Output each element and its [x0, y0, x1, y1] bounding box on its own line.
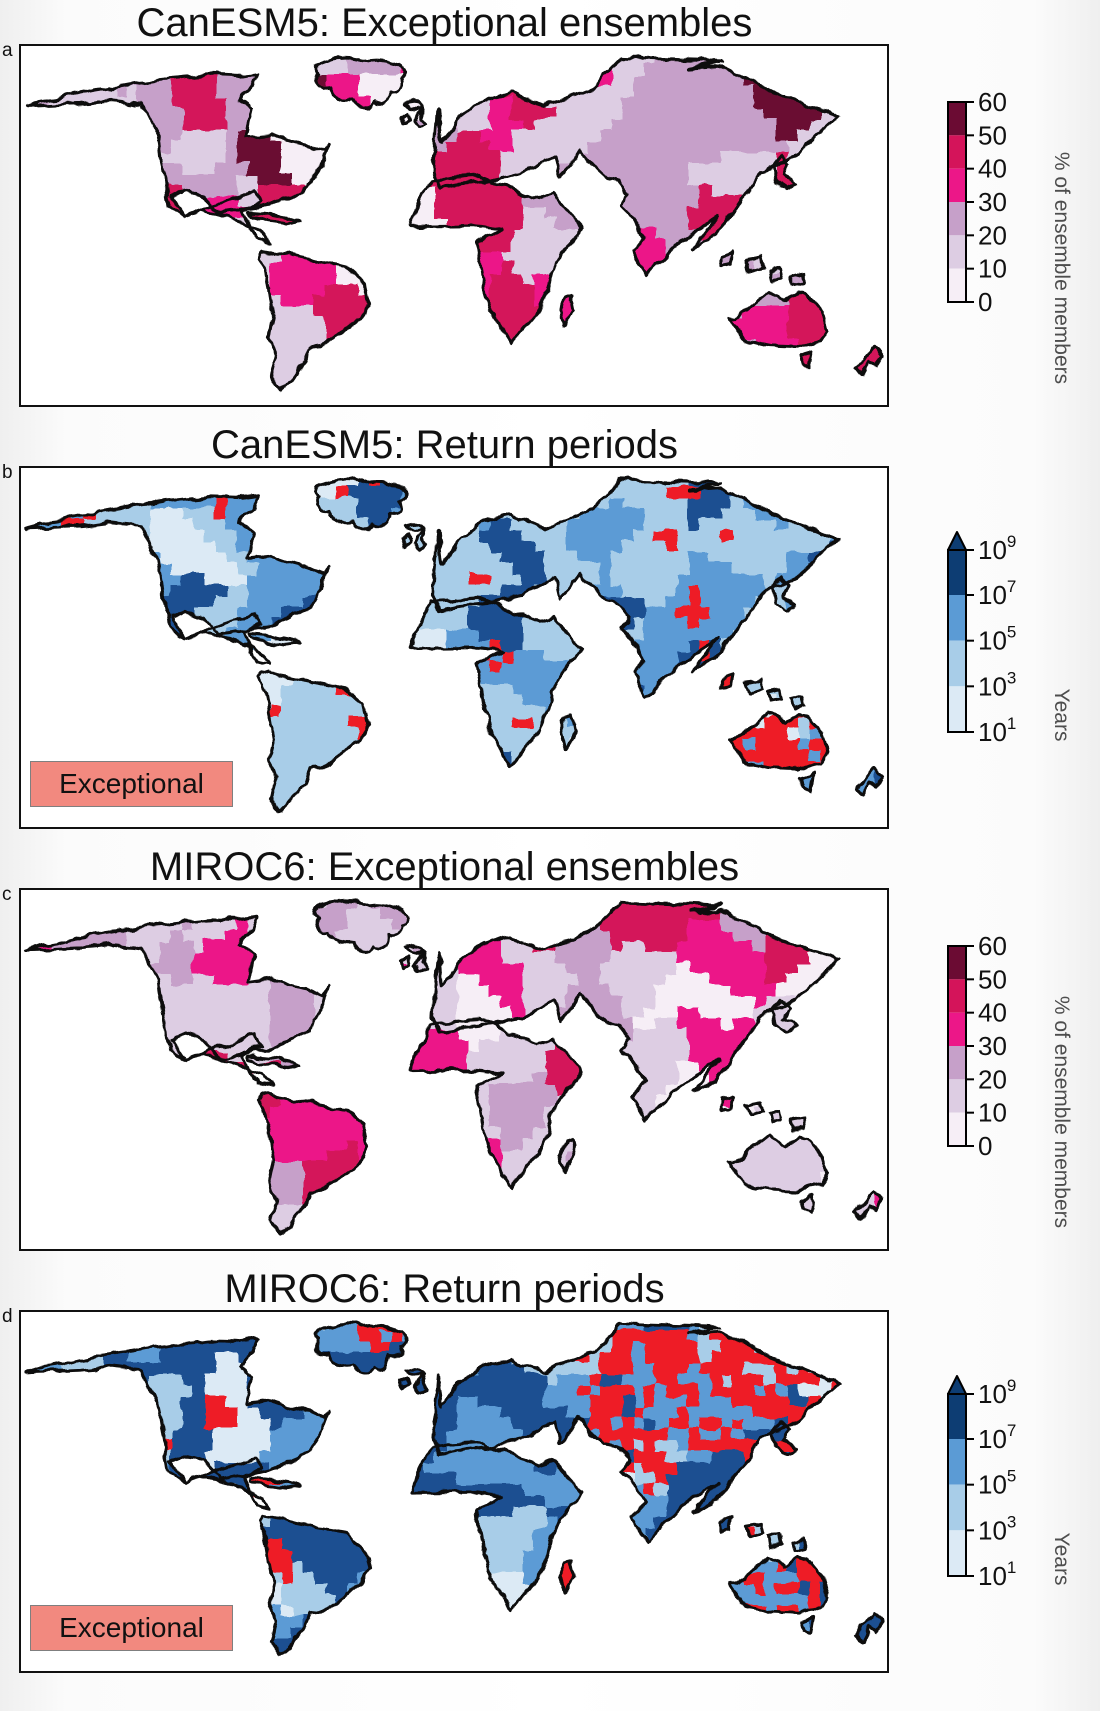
svg-text:50: 50: [978, 120, 1007, 150]
svg-text:107: 107: [978, 577, 1016, 610]
svg-text:105: 105: [978, 623, 1016, 656]
svg-text:10: 10: [978, 254, 1007, 284]
svg-text:103: 103: [978, 1512, 1016, 1545]
svg-text:109: 109: [978, 532, 1016, 565]
svg-text:107: 107: [978, 1421, 1016, 1454]
svg-text:30: 30: [978, 187, 1007, 217]
svg-text:60: 60: [978, 936, 1007, 961]
svg-text:105: 105: [978, 1467, 1016, 1500]
svg-text:40: 40: [978, 154, 1007, 184]
svg-text:20: 20: [978, 220, 1007, 250]
svg-text:0: 0: [978, 287, 992, 317]
svg-text:40: 40: [978, 998, 1007, 1028]
svg-text:0: 0: [978, 1131, 992, 1161]
svg-text:10: 10: [978, 1098, 1007, 1128]
svg-text:103: 103: [978, 668, 1016, 701]
svg-text:60: 60: [978, 92, 1007, 117]
svg-text:50: 50: [978, 964, 1007, 994]
svg-text:109: 109: [978, 1376, 1016, 1409]
svg-text:101: 101: [978, 714, 1016, 747]
svg-text:101: 101: [978, 1558, 1016, 1591]
svg-text:20: 20: [978, 1064, 1007, 1094]
svg-text:30: 30: [978, 1031, 1007, 1061]
